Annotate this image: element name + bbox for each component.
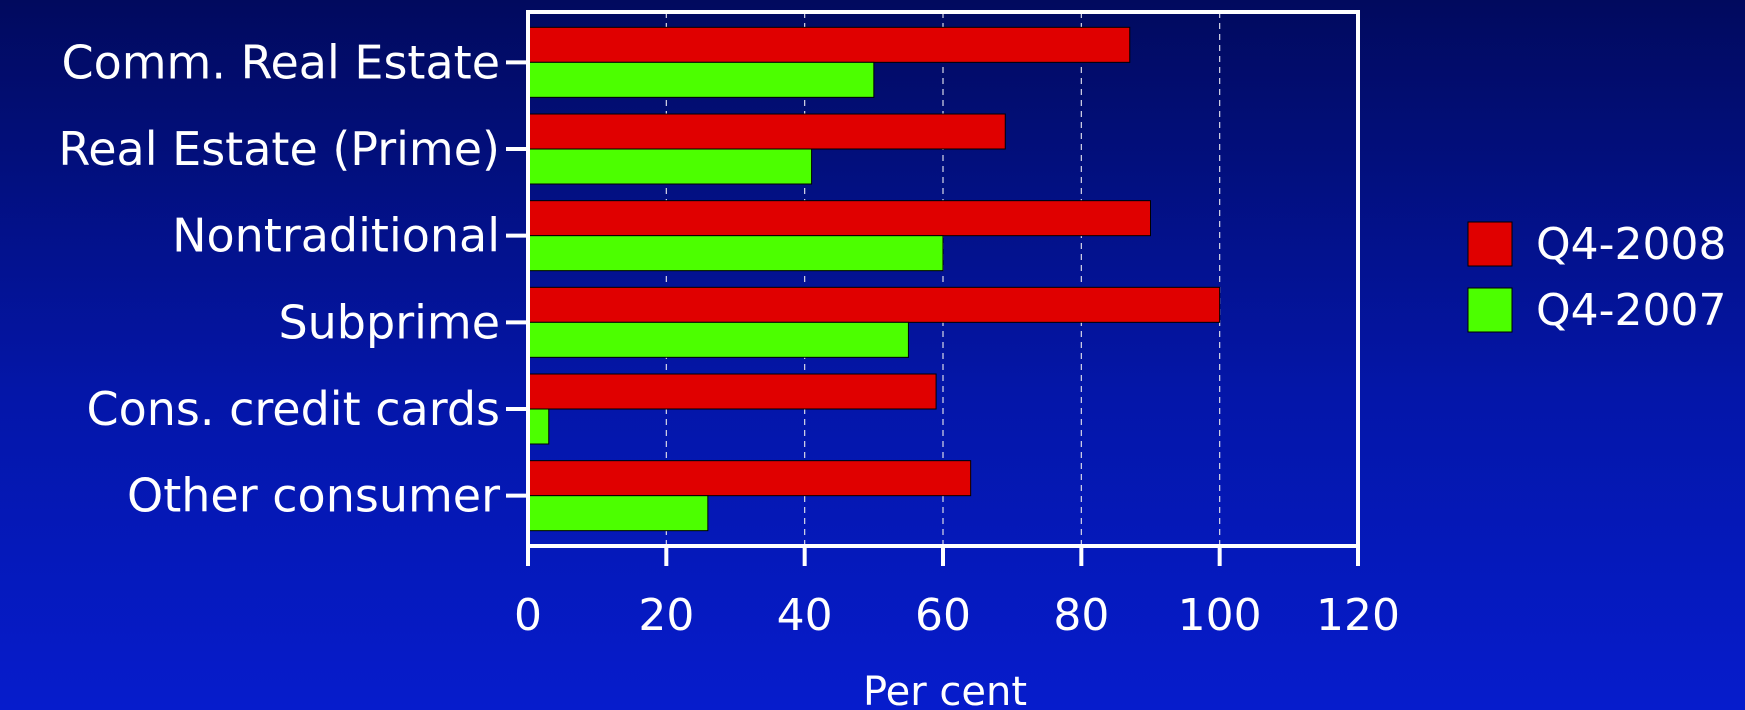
- bar-q4-2008-6: [527, 460, 972, 497]
- axis-ticks: [506, 60, 1360, 566]
- x-tick-label: 20: [638, 590, 694, 641]
- category-label: Comm. Real Estate: [61, 35, 500, 89]
- bar-q4-2007-4: [527, 321, 909, 358]
- x-tick-label: 80: [1053, 590, 1109, 641]
- bar-q4-2007-6: [527, 495, 709, 532]
- x-tick-label: 120: [1316, 590, 1400, 641]
- bar-q4-2007-2: [527, 148, 813, 185]
- bar-q4-2008-4: [527, 286, 1221, 323]
- category-label: Real Estate (Prime): [58, 122, 500, 176]
- bar-q4-2007-1: [527, 61, 875, 98]
- x-tick-label: 0: [514, 590, 542, 641]
- x-tick-label: 60: [915, 590, 971, 641]
- legend-swatch-q4-2007: [1467, 287, 1513, 333]
- bars: [527, 26, 1221, 532]
- bar-q4-2008-1: [527, 26, 1131, 63]
- category-label: Other consumer: [127, 469, 500, 523]
- bar-q4-2008-5: [527, 373, 937, 410]
- category-labels: Comm. Real Estate Real Estate (Prime) Nont…: [58, 35, 500, 522]
- legend-swatch-q4-2008: [1467, 221, 1513, 267]
- legend: Q4-2008 Q4-2007: [1467, 219, 1726, 336]
- x-tick-labels: 0 20 40 60 80 100 120: [514, 590, 1400, 641]
- gridlines: [665, 12, 1221, 546]
- x-axis-title: Per cent: [863, 669, 1027, 710]
- bar-q4-2008-2: [527, 113, 1006, 150]
- legend-label: Q4-2007: [1536, 285, 1726, 336]
- bar-q4-2007-3: [527, 235, 944, 272]
- category-label: Subprime: [278, 295, 500, 349]
- bar-q4-2008-3: [527, 200, 1151, 237]
- legend-label: Q4-2008: [1536, 219, 1726, 270]
- category-label: Cons. credit cards: [86, 382, 500, 436]
- x-tick-label: 40: [777, 590, 833, 641]
- x-tick-label: 100: [1178, 590, 1262, 641]
- bar-q4-2007-5: [527, 408, 550, 445]
- category-label: Nontraditional: [172, 209, 500, 263]
